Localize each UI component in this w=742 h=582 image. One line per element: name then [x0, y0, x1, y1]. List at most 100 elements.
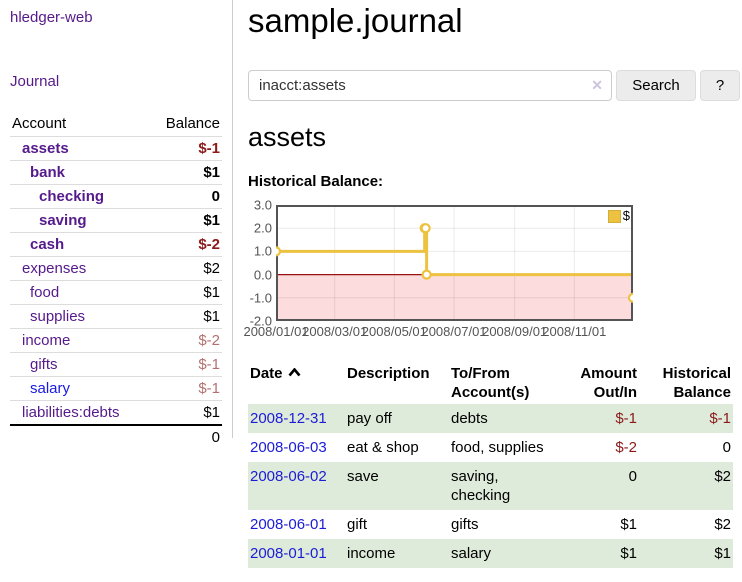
transaction-amount: $1: [571, 539, 639, 568]
account-link[interactable]: supplies: [30, 308, 85, 325]
account-balance: $1: [149, 161, 222, 185]
chart-legend: $: [608, 209, 630, 223]
account-link[interactable]: food: [30, 284, 59, 301]
account-row: checking 0: [10, 185, 222, 209]
account-link[interactable]: income: [22, 332, 70, 349]
register-header-date[interactable]: Date: [248, 362, 345, 404]
account-balance: $-2: [149, 233, 222, 257]
accounts-total-row: 0: [10, 425, 222, 449]
transaction-balance: $2: [639, 462, 733, 510]
search-input[interactable]: [248, 70, 612, 101]
account-balance: $1: [149, 401, 222, 426]
account-link[interactable]: bank: [30, 164, 65, 181]
transaction-balance: $1: [639, 539, 733, 568]
transaction-date-link[interactable]: 2008-06-01: [250, 516, 327, 533]
account-balance: 0: [149, 185, 222, 209]
register-row: 2008-06-03eat & shopfood, supplies$-20: [248, 433, 733, 462]
legend-label: $: [623, 209, 630, 223]
main-content: sample.journal ✕ Search ? assets Histori…: [248, 0, 742, 568]
search-button[interactable]: Search: [616, 70, 696, 101]
transaction-accounts: saving, checking: [449, 462, 571, 510]
account-link[interactable]: cash: [30, 236, 64, 253]
transaction-amount: $1: [571, 510, 639, 539]
x-axis-tick-label: 2008/01/01: [243, 324, 308, 339]
transaction-accounts: salary: [449, 539, 571, 568]
x-axis-tick-label: 2008/07/01: [421, 324, 486, 339]
y-axis-tick-label: 3.0: [248, 199, 272, 212]
y-axis-tick-label: 0.0: [248, 268, 272, 281]
chart-title: Historical Balance:: [248, 172, 742, 191]
account-balance: $-2: [149, 329, 222, 353]
x-axis-tick-label: 2008/11/01: [542, 324, 606, 339]
account-row: supplies $1: [10, 305, 222, 329]
x-axis-tick-label: 2008/09/01: [482, 324, 547, 339]
y-axis-tick-label: 1.0: [248, 245, 272, 258]
x-axis-tick-label: 2008/03/01: [302, 324, 367, 339]
transaction-accounts: debts: [449, 404, 571, 433]
account-row: salary $-1: [10, 377, 222, 401]
account-balance: $2: [149, 257, 222, 281]
transaction-date-link[interactable]: 2008-06-02: [250, 468, 327, 485]
account-link[interactable]: salary: [30, 380, 70, 397]
transaction-date-link[interactable]: 2008-01-01: [250, 545, 327, 562]
account-row: expenses $2: [10, 257, 222, 281]
accounts-header-row: Account Balance: [10, 111, 222, 137]
legend-swatch: [608, 210, 621, 223]
register-row: 2008-06-02 savesaving, checking0$2: [248, 462, 733, 510]
account-balance: $1: [149, 305, 222, 329]
account-link[interactable]: expenses: [22, 260, 86, 277]
sort-ascending-icon: [288, 368, 301, 377]
account-row: food $1: [10, 281, 222, 305]
sidebar-divider: [232, 0, 233, 438]
account-row: cash $-2: [10, 233, 222, 257]
register-header-amount: Amount Out/In: [571, 362, 639, 404]
x-axis-tick-label: 2008/05/01: [362, 324, 427, 339]
y-axis-tick-label: 2.0: [248, 222, 272, 235]
transaction-amount: $-2: [571, 433, 639, 462]
transaction-balance: 0: [639, 433, 733, 462]
transaction-accounts: gifts: [449, 510, 571, 539]
register-table: Date Description To/From Account(s) Amou…: [248, 362, 733, 568]
transaction-date-link[interactable]: 2008-06-03: [250, 439, 327, 456]
clear-search-icon[interactable]: ✕: [591, 77, 603, 94]
account-row: saving $1: [10, 209, 222, 233]
chart-canvas: [276, 205, 633, 321]
account-row: gifts$-1: [10, 353, 222, 377]
transaction-description: save: [345, 462, 449, 510]
transaction-amount: 0: [571, 462, 639, 510]
account-link[interactable]: saving: [39, 212, 87, 229]
y-axis-tick-label: -1.0: [248, 291, 272, 304]
transaction-date-link[interactable]: 2008-12-31: [250, 410, 327, 427]
help-button[interactable]: ?: [700, 70, 740, 101]
account-link[interactable]: liabilities:debts: [22, 404, 120, 421]
register-row: 2008-06-01giftgifts$1$2: [248, 510, 733, 539]
account-link[interactable]: assets: [22, 140, 69, 157]
sidebar: hledger-web Journal Account Balance asse…: [0, 0, 232, 449]
sidebar-item-journal[interactable]: Journal: [10, 73, 59, 90]
account-heading: assets: [248, 123, 742, 152]
account-link[interactable]: gifts: [30, 356, 58, 373]
account-row: bank $1: [10, 161, 222, 185]
account-balance: $1: [149, 209, 222, 233]
balance-chart: $ 3.02.01.00.0-1.0-2.02008/01/012008/03/…: [248, 205, 742, 342]
register-header-balance: Historical Balance: [639, 362, 733, 404]
account-link[interactable]: checking: [39, 188, 104, 205]
transaction-description: eat & shop: [345, 433, 449, 462]
transaction-description: pay off: [345, 404, 449, 433]
account-row: liabilities:debts $1: [10, 401, 222, 426]
register-tbody: 2008-12-31pay offdebts$-1$-12008-06-03ea…: [248, 404, 733, 568]
search-form: ✕ Search ?: [248, 70, 742, 101]
transaction-description: income: [345, 539, 449, 568]
account-row: assets$-1: [10, 137, 222, 161]
chart-plot-area[interactable]: $: [276, 205, 633, 321]
register-header-row: Date Description To/From Account(s) Amou…: [248, 362, 733, 404]
accounts-total: 0: [149, 425, 222, 449]
account-balance: $1: [149, 281, 222, 305]
account-balance: $-1: [149, 377, 222, 401]
accounts-tbody: assets$-1bank$1checking0saving$1cash$-2e…: [10, 137, 222, 426]
brand-link[interactable]: hledger-web: [10, 9, 93, 26]
transaction-amount: $-1: [571, 404, 639, 433]
register-header-description: Description: [345, 362, 449, 404]
accounts-table: Account Balance assets$-1bank$1checking0…: [10, 111, 222, 449]
transaction-balance: $2: [639, 510, 733, 539]
